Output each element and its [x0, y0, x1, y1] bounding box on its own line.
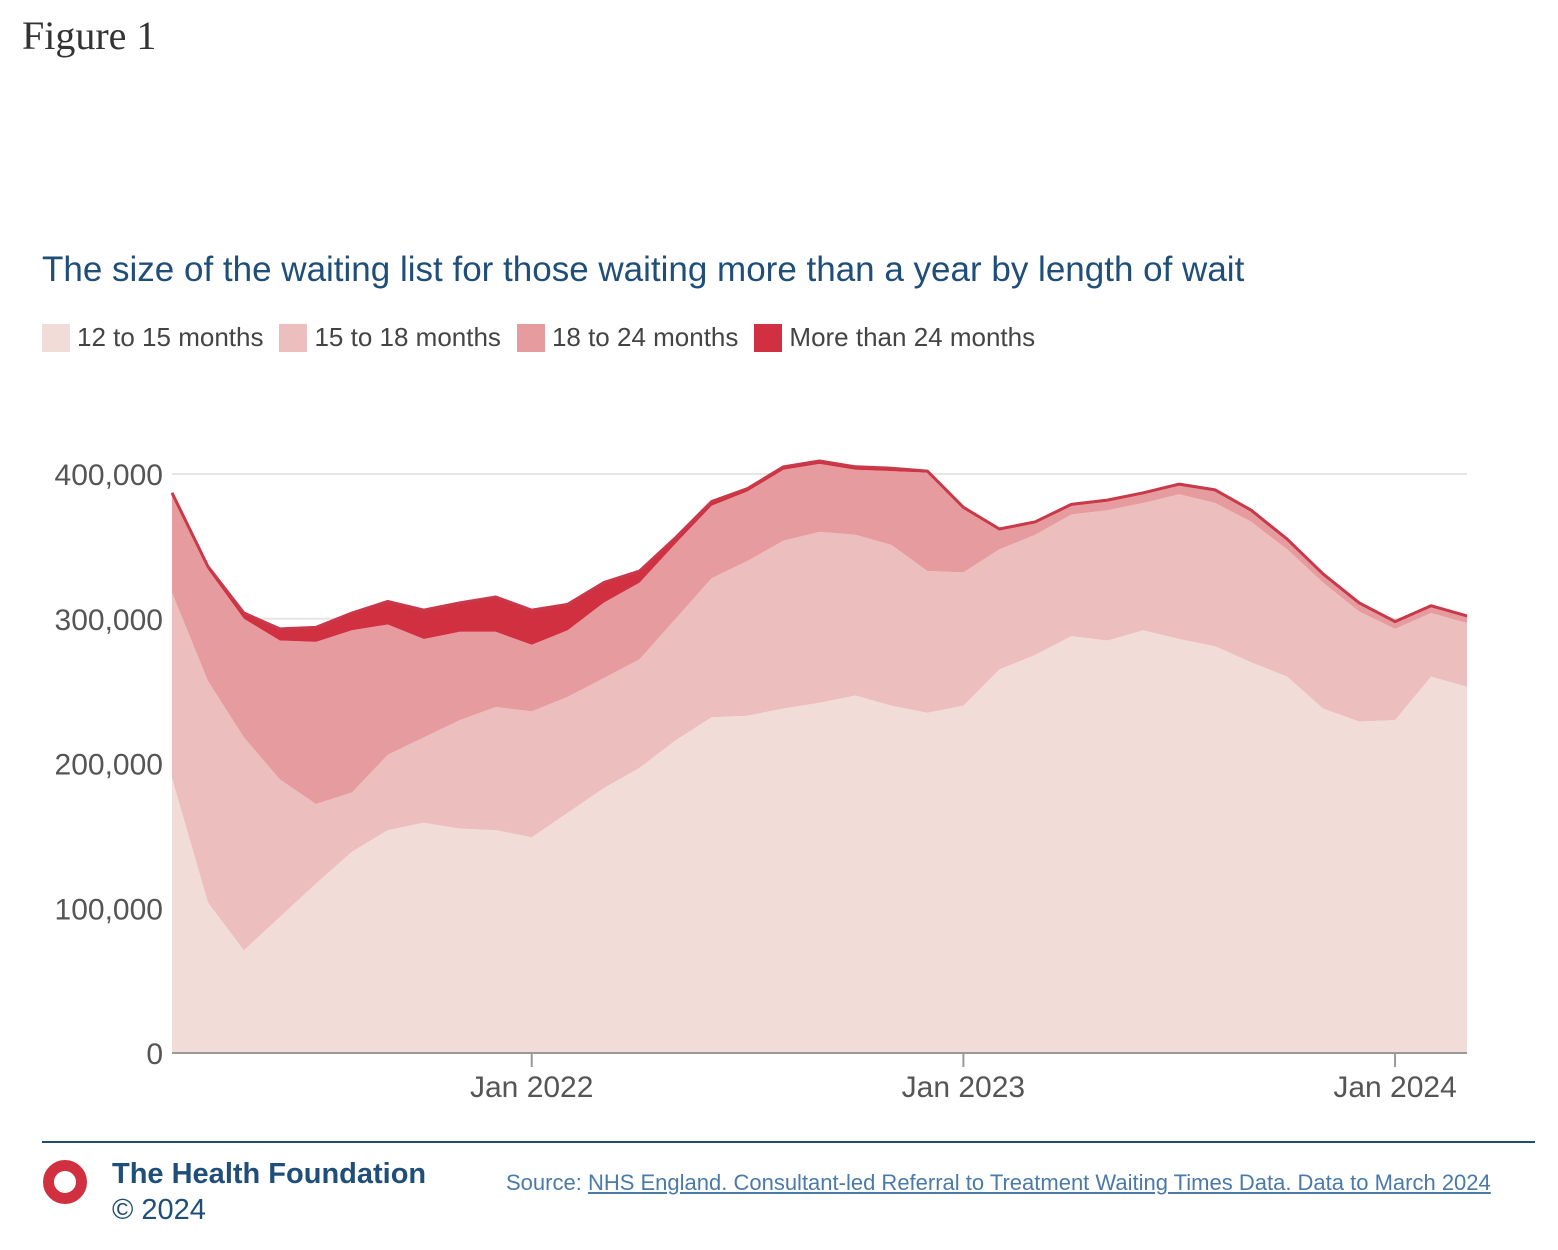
legend-label-2: 18 to 24 months	[551, 322, 739, 352]
footer-divider	[42, 1141, 1535, 1143]
y-tick-label: 0	[146, 1038, 163, 1071]
y-tick-label: 300,000	[55, 604, 163, 637]
stacked-area-chart: 0 100,000 200,000 300,000 400,000 Jan 2022 Jan…	[55, 459, 1468, 1104]
legend-item: 15 to 18 months	[279, 322, 501, 353]
area-15-to-18-months	[172, 494, 1467, 951]
legend-label-3: More than 24 months	[789, 322, 1036, 352]
source-prefix: Source:	[506, 1170, 588, 1195]
legend-swatch-1	[279, 323, 308, 352]
area-18-to-24-months	[172, 463, 1467, 804]
figure-label: Figure 1	[22, 13, 157, 58]
health-foundation-logo-icon	[43, 1160, 87, 1204]
chart-title: The size of the waiting list for those w…	[42, 250, 1245, 289]
x-tick-label: Jan 2022	[470, 1071, 593, 1104]
source-note: Source: NHS England. Consultant-led Refe…	[506, 1168, 1526, 1197]
y-tick-label: 100,000	[55, 893, 163, 926]
legend-label-0: 12 to 15 months	[77, 322, 264, 352]
legend-swatch-2	[516, 323, 545, 352]
x-tick-label: Jan 2023	[902, 1071, 1025, 1104]
x-tick-label: Jan 2024	[1333, 1071, 1456, 1104]
legend-item: More than 24 months	[754, 322, 1035, 353]
axes: 0 100,000 200,000 300,000 400,000 Jan 2022 Jan…	[55, 459, 1467, 1104]
y-tick-label: 200,000	[55, 749, 163, 782]
legend-item: 18 to 24 months	[516, 322, 739, 353]
legend-swatch-3	[754, 323, 783, 352]
y-tick-label: 400,000	[55, 459, 163, 492]
source-link[interactable]: NHS England. Consultant-led Referral to …	[587, 1170, 1491, 1195]
legend-swatch-0	[42, 323, 70, 352]
area-more-than-24-months	[172, 461, 1467, 645]
legend-item: 12 to 15 months	[42, 322, 263, 353]
area-series	[170, 459, 1468, 1053]
area-12-to-15-months	[172, 630, 1467, 1053]
copyright: © 2024	[112, 1194, 206, 1226]
total-line	[170, 459, 1468, 631]
organisation-name: The Health Foundation	[112, 1158, 427, 1190]
legend-label-1: 15 to 18 months	[314, 322, 501, 352]
legend: 12 to 15 months 15 to 18 months 18 to 24…	[42, 322, 1051, 353]
